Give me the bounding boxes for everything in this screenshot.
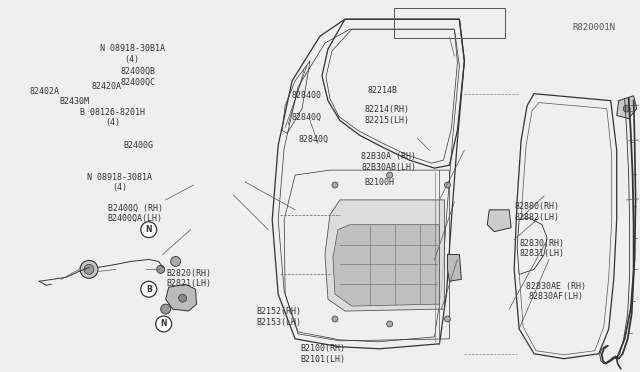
- Text: B2400Q (RH)
B2400QA(LH): B2400Q (RH) B2400QA(LH): [108, 204, 163, 224]
- Circle shape: [157, 265, 164, 273]
- Circle shape: [80, 260, 98, 278]
- Circle shape: [156, 316, 172, 332]
- Text: B2100(RH)
B2101(LH): B2100(RH) B2101(LH): [301, 344, 346, 364]
- Polygon shape: [617, 96, 637, 119]
- Text: B2152(RH)
B2153(LH): B2152(RH) B2153(LH): [256, 307, 301, 327]
- Circle shape: [141, 222, 157, 238]
- Text: 82214B: 82214B: [368, 86, 398, 94]
- Text: B: B: [146, 285, 152, 294]
- Circle shape: [387, 172, 393, 178]
- Circle shape: [387, 321, 393, 327]
- Polygon shape: [333, 225, 440, 306]
- Circle shape: [623, 105, 630, 112]
- Text: B2100H: B2100H: [365, 178, 395, 187]
- Polygon shape: [517, 218, 547, 274]
- Text: 82840Q: 82840Q: [299, 135, 328, 144]
- Text: B2820(RH)
B2821(LH): B2820(RH) B2821(LH): [167, 269, 212, 288]
- Text: 82880(RH)
82882(LH): 82880(RH) 82882(LH): [514, 202, 559, 222]
- Text: 82400QB
82400QC: 82400QB 82400QC: [121, 67, 156, 87]
- Text: N: N: [161, 320, 167, 328]
- Text: B 08126-8201H
(4): B 08126-8201H (4): [81, 108, 145, 127]
- Text: 828400: 828400: [291, 91, 321, 100]
- Polygon shape: [447, 254, 461, 281]
- Circle shape: [179, 294, 187, 302]
- Text: N 08918-3081A
(4): N 08918-3081A (4): [87, 173, 152, 192]
- Circle shape: [171, 256, 180, 266]
- Circle shape: [444, 182, 451, 188]
- Circle shape: [161, 304, 171, 314]
- Circle shape: [332, 316, 338, 322]
- Text: 82420A: 82420A: [92, 82, 122, 91]
- Text: 82830AE (RH)
82830AF(LH): 82830AE (RH) 82830AF(LH): [526, 282, 586, 301]
- Text: N: N: [145, 225, 152, 234]
- Text: 82214(RH)
82215(LH): 82214(RH) 82215(LH): [365, 105, 410, 125]
- Polygon shape: [166, 284, 196, 311]
- Text: 82840Q: 82840Q: [291, 113, 321, 122]
- Text: 82830(RH)
82831(LH): 82830(RH) 82831(LH): [519, 239, 564, 259]
- Text: B2400G: B2400G: [124, 141, 154, 150]
- Circle shape: [141, 281, 157, 297]
- Polygon shape: [487, 210, 511, 232]
- Circle shape: [332, 182, 338, 188]
- Text: 82402A: 82402A: [29, 87, 60, 96]
- Circle shape: [444, 316, 451, 322]
- Circle shape: [84, 264, 94, 274]
- Polygon shape: [325, 200, 444, 311]
- Text: 82B30A (RH)
82B30AB(LH): 82B30A (RH) 82B30AB(LH): [362, 152, 417, 172]
- Text: N 08918-30B1A
(4): N 08918-30B1A (4): [99, 45, 164, 64]
- Text: B2430M: B2430M: [60, 97, 90, 106]
- Text: R820001N: R820001N: [573, 23, 616, 32]
